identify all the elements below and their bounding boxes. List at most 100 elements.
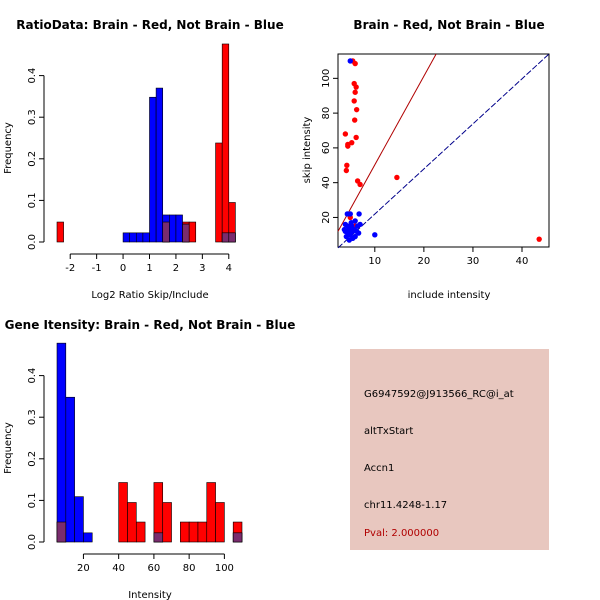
y-tick-label-2-1: 0.1 [27,492,38,508]
location-text: chr11.4248-1.17 [364,500,447,511]
scatter-title: Brain - Red, Not Brain - Blue [353,18,544,32]
bar-brain-0-3 [188,221,197,243]
bar-brain-0-0 [56,221,64,243]
point-brain-13 [344,162,350,168]
bar-overlap-0-1 [162,221,170,243]
bar-not-brain-0-8 [175,214,183,243]
point-not-brain-20 [346,237,352,243]
x-tick-label-2-4: 100 [215,563,234,574]
ratio-histogram-ylabel: Frequency [3,122,14,174]
y-tick-label-2-2: 0.2 [27,451,38,467]
bar-not-brain-0-1 [129,232,137,243]
scatter-fit-lines [337,53,550,249]
x-tick-label-2-2: 60 [148,563,161,574]
point-brain-1 [352,60,358,67]
bar-overlap-0-5 [221,232,230,243]
ratio-histogram-panel: RatioData: Brain - Red, Not Brain - Blue… [3,18,284,301]
info-panel-background [350,349,549,550]
scatter-y-tick-label-2: 60 [321,142,332,155]
intensity-histogram-bars [56,342,243,543]
scatter-y-tick-label-4: 100 [321,69,332,88]
y-tick-label-0-3: 0.3 [27,109,38,125]
y-tick-label-0-4: 0.4 [27,68,38,84]
intensity-histogram-axes: 20 40 60 80 100 0.0 0.1 0.2 0.3 0.4 [27,368,234,574]
x-tick-label-0-5: 3 [199,263,205,274]
gene-name-text: Accn1 [364,463,394,474]
probe-id-text: G6947592@J913566_RC@i_at [364,389,514,400]
scatter-y-tick-label-0: 20 [321,211,332,224]
bar-brain-0-4 [215,142,223,243]
bar-brain-2-3 [135,521,146,543]
point-not-brain-2 [347,211,353,217]
point-brain-12 [342,131,349,137]
intensity-histogram-title: Gene Itensity: Brain - Red, Not Brain - … [5,318,296,332]
scatter-plot-box [337,53,550,248]
scatter-x-tick-label-3: 40 [516,256,529,267]
bar-overlap-2-4 [153,532,164,543]
bar-not-brain-0-2 [135,232,144,243]
bar-not-brain-2-1 [65,396,75,543]
scatter-xlabel: include intensity [408,290,491,301]
bar-brain-2-7 [188,521,199,543]
fit-line-not-brain [337,53,550,249]
point-not-brain-0 [347,58,353,64]
x-tick-label-0-0: -2 [65,263,75,274]
y-tick-label-0-2: 0.2 [27,151,38,167]
bar-not-brain-0-0 [122,232,130,243]
x-tick-label-0-6: 4 [226,263,232,274]
point-brain-11 [345,141,351,148]
point-brain-16 [357,181,363,188]
scatter-axes: 10 20 30 40 20 40 60 80 100 [321,69,528,267]
scatter-y-tick-label-1: 40 [321,176,332,189]
bar-not-brain-2-0 [56,342,67,543]
ratio-histogram-bars [56,43,236,243]
pval-text: Pval: 2.000000 [364,528,439,539]
y-tick-label-2-0: 0.0 [27,534,38,550]
scatter-points [341,58,542,243]
point-brain-4 [352,89,358,95]
x-tick-label-2-0: 20 [77,563,90,574]
y-tick-label-0-1: 0.1 [27,192,38,208]
intensity-histogram-xlabel: Intensity [128,590,172,600]
event-type-text: altTxStart [364,426,413,437]
bar-overlap-0-2 [182,223,190,243]
point-not-brain-24 [348,219,354,226]
point-brain-17 [394,174,400,181]
scatter-y-tick-label-3: 80 [321,107,332,120]
x-tick-label-0-3: 1 [146,263,152,274]
point-not-brain-21 [372,232,378,238]
bar-brain-2-10 [215,502,225,543]
bar-not-brain-0-4 [149,96,157,243]
point-brain-8 [353,134,359,141]
bar-brain-2-2 [127,502,137,543]
x-tick-label-0-4: 2 [173,263,179,274]
x-tick-label-0-1: -1 [92,263,102,274]
point-brain-7 [351,117,358,123]
bar-brain-0-5 [221,43,230,243]
bar-not-brain-0-5 [155,87,164,243]
bar-not-brain-0-3 [142,232,150,243]
x-tick-label-0-2: 0 [120,263,126,274]
ratio-histogram-axes: -2 -1 0 1 2 3 4 0.0 0.1 0.2 0.3 0.4 [27,68,232,274]
y-tick-label-0-0: 0.0 [27,234,38,250]
point-brain-14 [343,167,350,174]
y-tick-label-2-3: 0.3 [27,409,38,425]
ratio-histogram-title: RatioData: Brain - Red, Not Brain - Blue [16,18,283,32]
x-tick-label-2-3: 80 [183,563,196,574]
bar-brain-2-5 [162,502,172,543]
scatter-x-tick-label-0: 10 [368,256,381,267]
point-brain-6 [353,106,360,113]
bar-brain-2-6 [180,521,190,543]
point-not-brain-3 [356,211,362,217]
point-brain-18 [536,236,542,242]
ratio-histogram-xlabel: Log2 Ratio Skip/Include [91,290,208,301]
x-tick-label-2-1: 40 [112,563,125,574]
bar-overlap-0-6 [228,232,236,243]
bar-not-brain-2-2 [74,496,84,543]
point-not-brain-23 [355,230,362,236]
info-panel: G6947592@J913566_RC@i_at altTxStart Accn… [350,349,549,550]
point-not-brain-22 [341,226,348,233]
intensity-histogram-panel: Gene Itensity: Brain - Red, Not Brain - … [3,318,295,600]
